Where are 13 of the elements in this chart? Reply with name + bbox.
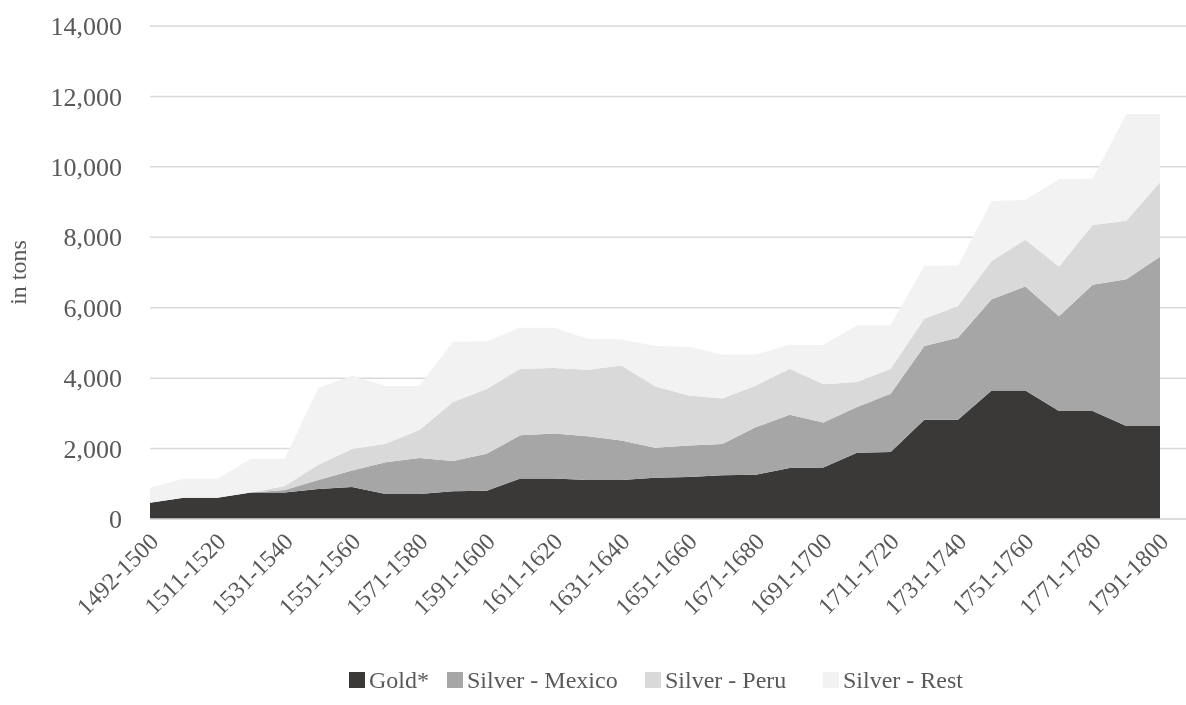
y-tick-label: 4,000 — [63, 364, 122, 394]
legend-label: Silver - Peru — [665, 667, 787, 693]
y-tick-label: 6,000 — [63, 293, 122, 323]
y-tick-label: 8,000 — [63, 223, 122, 253]
legend-label: Gold* — [369, 667, 429, 693]
y-tick-label: 10,000 — [50, 152, 122, 182]
y-tick-label: 14,000 — [50, 12, 122, 42]
y-tick-label: 2,000 — [63, 434, 122, 464]
y-axis-title: in tons — [5, 240, 31, 305]
legend-label: Silver - Rest — [843, 667, 964, 693]
y-tick-label: 12,000 — [50, 82, 122, 112]
y-tick-label: 0 — [109, 505, 122, 535]
legend-label: Silver - Mexico — [467, 667, 618, 693]
